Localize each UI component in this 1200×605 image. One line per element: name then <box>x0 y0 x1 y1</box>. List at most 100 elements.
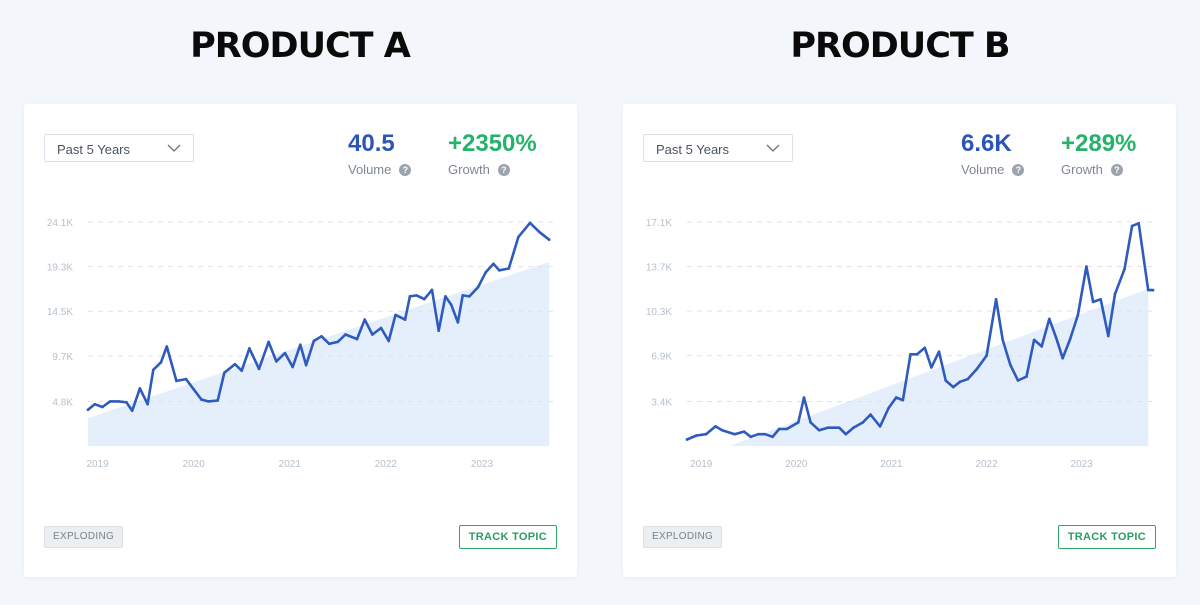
data-point <box>138 387 142 390</box>
growth-value: +289% <box>1061 130 1137 157</box>
data-point <box>403 318 407 321</box>
data-point <box>915 353 919 356</box>
data-point <box>363 318 367 321</box>
volume-value: 40.5 <box>348 130 395 157</box>
exploding-badge: EXPLODING <box>643 526 723 548</box>
data-point <box>1137 222 1141 225</box>
data-point <box>887 406 890 410</box>
data-point <box>507 267 511 270</box>
data-point <box>101 405 104 409</box>
help-icon[interactable]: ? <box>497 163 510 176</box>
y-tick-label: 19.3K <box>47 263 73 274</box>
data-point <box>484 270 488 274</box>
data-point <box>714 425 717 428</box>
data-point <box>497 269 501 272</box>
data-point <box>528 221 532 225</box>
help-icon[interactable]: ? <box>399 163 412 176</box>
data-point <box>771 435 774 439</box>
data-point <box>152 368 155 372</box>
data-point <box>894 396 898 399</box>
data-point <box>817 428 821 432</box>
time-range-dropdown[interactable]: Past 5 Years <box>44 134 194 162</box>
data-point <box>344 333 347 336</box>
growth-metric: +2350% Growth ? <box>448 130 537 177</box>
data-point <box>994 297 998 301</box>
data-point <box>125 401 128 404</box>
data-point <box>492 262 495 266</box>
y-tick-label: 17.1K <box>646 218 672 229</box>
help-icon[interactable]: ? <box>1110 163 1123 176</box>
data-point <box>951 385 955 389</box>
data-point <box>130 409 134 412</box>
data-point <box>240 369 244 373</box>
track-topic-button[interactable]: TRACK TOPIC <box>458 525 557 549</box>
data-point <box>878 425 882 428</box>
data-point <box>267 340 270 344</box>
volume-value: 6.6K <box>961 130 1012 157</box>
x-tick-label: 2022 <box>375 459 398 470</box>
data-point <box>1061 356 1064 360</box>
data-point <box>430 288 434 292</box>
data-point <box>1001 338 1005 342</box>
x-tick-label: 2020 <box>785 459 808 470</box>
data-point <box>704 432 708 436</box>
data-point <box>1048 317 1051 321</box>
data-point <box>355 337 359 341</box>
data-point <box>108 400 112 403</box>
y-tick-label: 14.5K <box>47 307 73 318</box>
data-point <box>275 360 278 363</box>
x-tick-label: 2023 <box>471 459 494 470</box>
data-point <box>685 438 689 441</box>
data-point <box>1054 335 1058 339</box>
product-b-title: PRODUCT B <box>790 26 1010 66</box>
data-point <box>1151 288 1155 292</box>
data-point <box>327 342 331 346</box>
data-point <box>802 396 806 399</box>
data-point <box>394 313 397 317</box>
trend-area <box>729 288 1149 446</box>
data-point <box>456 321 460 324</box>
data-point <box>1076 313 1080 317</box>
data-point <box>958 380 962 384</box>
data-point <box>206 400 210 403</box>
data-point <box>869 413 872 416</box>
time-range-dropdown[interactable]: Past 5 Years <box>643 134 793 162</box>
data-point <box>852 426 855 429</box>
data-point <box>930 366 933 369</box>
dropdown-label: Past 5 Years <box>656 142 729 157</box>
data-point <box>1025 375 1028 378</box>
data-point <box>312 339 316 343</box>
y-tick-label: 6.9K <box>651 352 672 363</box>
data-point <box>1123 267 1126 271</box>
y-tick-label: 10.3K <box>646 307 672 318</box>
data-point <box>763 432 767 436</box>
data-point <box>733 432 736 436</box>
data-point <box>985 354 988 357</box>
x-tick-label: 2023 <box>1071 459 1094 470</box>
data-point <box>415 294 418 297</box>
data-point <box>304 363 308 367</box>
data-point <box>175 379 178 383</box>
data-point <box>299 343 302 346</box>
chevron-down-icon <box>167 144 181 152</box>
y-tick-label: 24.1K <box>47 218 73 229</box>
track-topic-button[interactable]: TRACK TOPIC <box>1057 525 1156 549</box>
volume-metric: 40.5 Volume ? <box>348 130 412 177</box>
data-point <box>165 345 169 348</box>
x-tick-label: 2021 <box>880 459 903 470</box>
data-point <box>1091 300 1095 304</box>
data-point <box>86 408 90 412</box>
data-point <box>283 351 287 355</box>
data-point <box>117 400 121 403</box>
y-tick-label: 3.4K <box>651 397 672 408</box>
x-tick-label: 2019 <box>86 459 109 470</box>
data-point <box>408 295 412 298</box>
data-point <box>547 238 551 241</box>
data-point <box>200 398 203 401</box>
data-point <box>444 295 447 298</box>
product-b-card: Past 5 Years 6.6K Volume ? +289% Growth … <box>623 104 1176 577</box>
product-a-title: PRODUCT A <box>190 26 411 66</box>
help-icon[interactable]: ? <box>1012 163 1025 176</box>
data-point <box>749 435 753 439</box>
data-point <box>449 303 453 307</box>
